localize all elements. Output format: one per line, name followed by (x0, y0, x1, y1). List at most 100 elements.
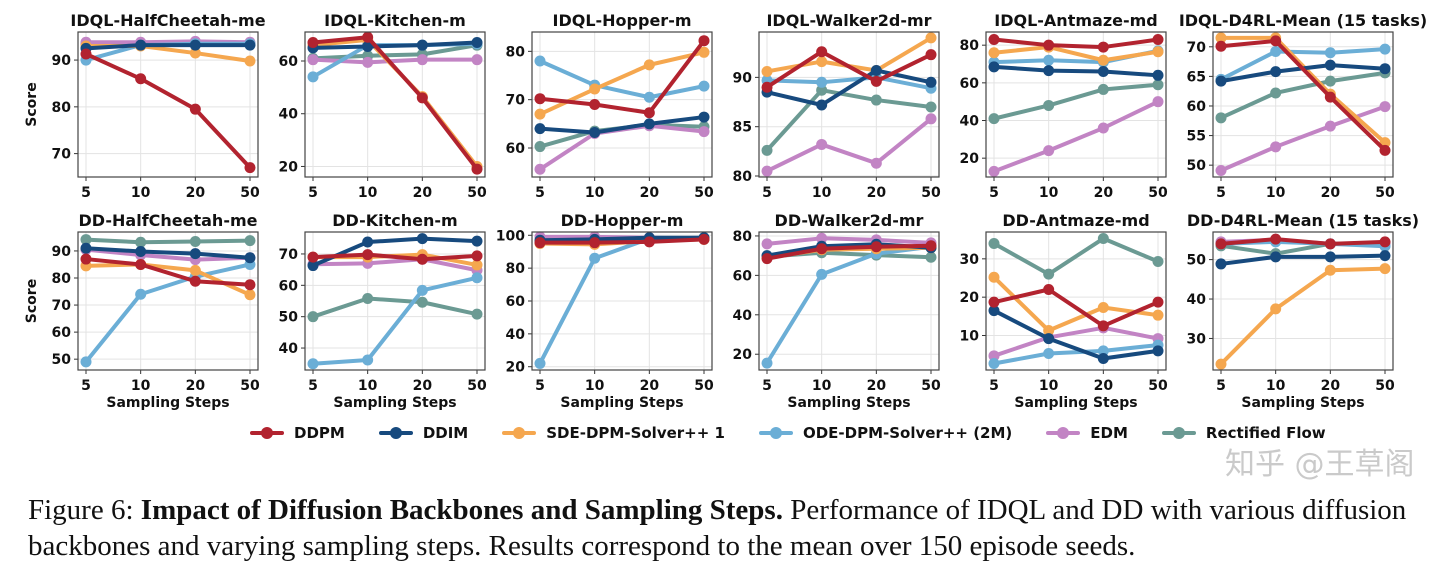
data-point (244, 39, 256, 51)
series-line-sde-dpm-solver-1 (1221, 35, 1387, 145)
panel-title: IDQL-Hopper-m (552, 11, 691, 30)
x-tick-label: 50 (1375, 185, 1395, 201)
data-point (416, 92, 428, 104)
axes-frame (531, 231, 713, 371)
data-point (307, 54, 319, 66)
x-tick-label: 20 (640, 378, 660, 394)
axes-frame (304, 231, 486, 371)
data-point (416, 296, 428, 308)
data-point (761, 81, 773, 93)
legend-item: DDPM (250, 424, 345, 442)
series-line-sde-dpm-solver-1 (993, 45, 1159, 63)
data-point (643, 59, 655, 71)
y-tick-label: 90 (733, 70, 753, 86)
data-point (1043, 325, 1055, 337)
data-point (761, 238, 773, 250)
series-line-ddim (312, 236, 478, 268)
panel-title: IDQL-D4RL-Mean (15 tasks) (1179, 11, 1427, 30)
axes-frame (758, 31, 940, 178)
x-tick-label: 10 (1039, 378, 1059, 394)
legend: DDPM DDIM SDE-DPM-Solver++ 1 ODE-DPM-Solver… (250, 424, 1326, 442)
data-point (643, 118, 655, 130)
legend-item: EDM (1046, 424, 1128, 442)
data-point (471, 37, 483, 49)
legend-label: SDE-DPM-Solver++ 1 (546, 424, 725, 442)
y-tick-label: 50 (52, 352, 72, 368)
series-line-edm (85, 247, 251, 262)
y-axis-label: Score (24, 82, 40, 126)
data-point (1270, 141, 1282, 153)
series-line-edm (993, 325, 1159, 358)
series-line-ddpm (1220, 38, 1387, 152)
y-tick-label: 80 (960, 38, 980, 54)
data-point (988, 238, 1000, 249)
data-point (1270, 46, 1282, 58)
x-tick-label: 20 (413, 378, 433, 394)
data-point (534, 108, 546, 120)
data-point (1379, 43, 1391, 55)
data-point (1097, 41, 1109, 53)
data-point (135, 39, 147, 51)
data-point (1215, 238, 1227, 250)
legend-label: ODE-DPM-Solver++ (2M) (802, 424, 1013, 442)
caption-bold: Impact of Diffusion Backbones and Sampli… (140, 494, 783, 526)
y-tick-label: 60 (960, 76, 980, 92)
series-line-ddpm (539, 39, 706, 115)
figure-panels: 70 80 90 5 10 20 50 IDQL-HalfCheetah-me Score 20 4… (24, 11, 1427, 411)
x-tick-label: 20 (640, 185, 660, 201)
data-point (643, 91, 655, 103)
y-tick-label: 40 (733, 308, 753, 324)
axes-frame (531, 31, 713, 178)
data-point (135, 258, 147, 270)
data-point (698, 80, 710, 92)
data-point (1097, 302, 1109, 314)
axes-frame (77, 31, 259, 178)
data-point (1097, 345, 1109, 357)
data-point (1215, 112, 1227, 124)
series-line-ddpm (85, 52, 252, 170)
series-line-ode-dpm-solver-2m- (766, 75, 932, 91)
x-axis-label: Sampling Steps (333, 395, 456, 411)
y-tick-label: 50 (279, 310, 299, 326)
data-point (988, 357, 1000, 369)
data-point (1043, 39, 1055, 51)
y-tick-label: 80 (52, 271, 72, 287)
data-point (1097, 122, 1109, 134)
x-tick-label: 20 (1094, 378, 1114, 394)
series-line-ddpm (540, 237, 705, 245)
y-tick-label: 90 (52, 53, 72, 69)
data-point (1152, 345, 1164, 357)
data-point (816, 99, 828, 111)
data-point (1152, 96, 1164, 108)
data-point (471, 163, 483, 175)
data-point (416, 253, 428, 265)
data-point (1270, 303, 1282, 315)
data-point (1152, 296, 1164, 308)
data-point (80, 356, 92, 368)
data-point (1379, 263, 1391, 275)
x-tick-label: 50 (694, 378, 714, 394)
x-tick-label: 10 (358, 378, 378, 394)
data-point (362, 354, 374, 366)
data-point (244, 279, 256, 291)
data-point (1270, 66, 1282, 78)
data-point (589, 99, 601, 110)
data-point (1379, 236, 1391, 248)
x-tick-label: 50 (921, 185, 941, 201)
x-tick-label: 5 (762, 185, 772, 201)
caption-label: Figure 6: (28, 494, 134, 526)
panel-title: IDQL-Kitchen-m (324, 11, 466, 30)
data-point (471, 235, 483, 247)
x-tick-label: 20 (867, 378, 887, 394)
series-line-edm (1220, 104, 1386, 173)
y-tick-label: 40 (960, 114, 980, 130)
x-tick-label: 5 (535, 378, 545, 394)
data-point (244, 55, 256, 67)
series-line-rectified-flow (993, 82, 1159, 121)
data-point (925, 101, 937, 113)
data-point (1043, 65, 1055, 77)
series-line-edm (312, 257, 478, 273)
data-point (870, 94, 882, 106)
data-point (925, 113, 937, 125)
y-tick-label: 80 (506, 44, 526, 60)
